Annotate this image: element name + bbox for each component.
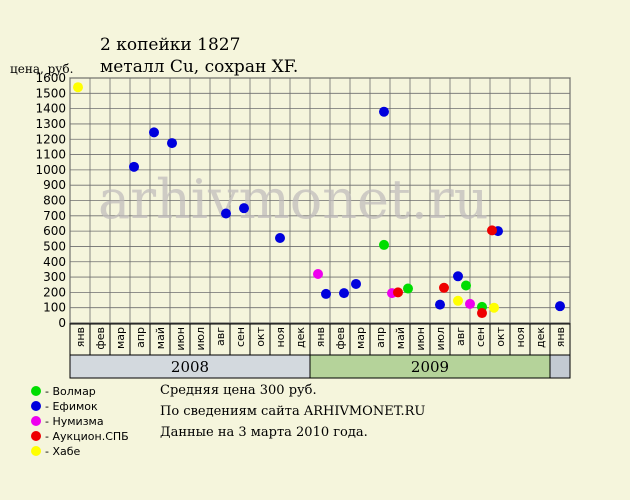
data-point bbox=[73, 82, 83, 93]
data-point bbox=[477, 308, 487, 319]
grid-lines bbox=[69, 77, 571, 324]
data-point bbox=[221, 208, 231, 219]
month-label: апр bbox=[134, 327, 147, 348]
y-tick-label: 800 bbox=[43, 194, 66, 208]
data-point bbox=[275, 233, 285, 244]
y-tick-label: 1200 bbox=[35, 132, 66, 146]
data-point bbox=[453, 295, 463, 306]
month-label: апр bbox=[374, 327, 387, 348]
data-point bbox=[379, 106, 389, 117]
month-label: янв bbox=[554, 327, 567, 347]
month-label: окт bbox=[494, 326, 507, 346]
month-label: дек bbox=[534, 327, 547, 348]
data-point bbox=[461, 280, 471, 291]
y-tick-label: 1600 bbox=[35, 71, 66, 85]
data-point bbox=[351, 278, 361, 289]
chart-subtitle: металл Cu, сохран XF. bbox=[100, 57, 298, 77]
month-label: ноя bbox=[274, 327, 287, 348]
data-point bbox=[129, 161, 139, 172]
y-tick-label: 1100 bbox=[35, 148, 66, 162]
month-label: май bbox=[394, 327, 407, 349]
month-label: мар bbox=[354, 327, 367, 349]
month-band bbox=[69, 323, 571, 356]
legend-marker bbox=[31, 446, 41, 456]
y-tick-label: 700 bbox=[43, 209, 66, 223]
legend-marker bbox=[31, 401, 41, 411]
y-tick-label: 900 bbox=[43, 178, 66, 192]
month-label: ноя bbox=[514, 327, 527, 348]
data-date-text: Данные на 3 марта 2010 года. bbox=[160, 425, 368, 440]
legend-label: - Хабе bbox=[45, 445, 81, 458]
chart-title: 2 копейки 1827 bbox=[100, 35, 240, 55]
data-point bbox=[435, 299, 445, 310]
data-point bbox=[313, 269, 323, 279]
y-tick-label: 1000 bbox=[35, 163, 66, 177]
data-point bbox=[439, 282, 449, 293]
month-label: сен bbox=[474, 327, 487, 347]
month-label: дек bbox=[294, 327, 307, 348]
average-price-text: Средняя цена 300 руб. bbox=[160, 383, 317, 398]
month-label: июн bbox=[174, 327, 187, 351]
y-tick-label: 1500 bbox=[35, 86, 66, 100]
data-point bbox=[393, 287, 403, 298]
data-point bbox=[555, 301, 565, 312]
month-label: янв bbox=[74, 327, 87, 347]
month-label: авг bbox=[214, 327, 227, 346]
data-point bbox=[239, 203, 249, 214]
legend-marker bbox=[31, 416, 41, 426]
month-label: сен bbox=[234, 327, 247, 347]
legend: - Волмар - Ефимок - Нумизма - Аукцион.СПБ - … bbox=[31, 385, 129, 458]
month-label: июл bbox=[434, 327, 447, 350]
legend-marker bbox=[31, 386, 41, 396]
legend-label: - Волмар bbox=[45, 385, 96, 398]
y-axis-label: цена, руб. bbox=[10, 62, 73, 76]
y-tick-label: 600 bbox=[43, 224, 66, 238]
month-label: янв bbox=[314, 327, 327, 347]
month-label: мар bbox=[114, 327, 127, 349]
data-point bbox=[379, 239, 389, 250]
month-label: май bbox=[154, 327, 167, 349]
y-tick-label: 200 bbox=[43, 285, 66, 299]
month-label: фев bbox=[94, 327, 107, 350]
data-points bbox=[73, 82, 565, 319]
month-label: фев bbox=[334, 327, 347, 350]
watermark: arhivmonet.ru bbox=[98, 168, 488, 231]
year-band bbox=[549, 354, 571, 379]
legend-label: - Нумизма bbox=[45, 415, 104, 428]
y-tick-label: 100 bbox=[43, 301, 66, 315]
legend-label: - Аукцион.СПБ bbox=[45, 430, 129, 443]
source-text: По сведениям сайта ARHIVMONET.RU bbox=[160, 404, 425, 419]
year-label: 2009 bbox=[411, 358, 449, 376]
data-point bbox=[167, 138, 177, 149]
y-tick-label: 300 bbox=[43, 270, 66, 284]
y-tick-label: 400 bbox=[43, 255, 66, 269]
month-label: авг bbox=[454, 327, 467, 346]
month-label: июл bbox=[194, 327, 207, 350]
y-tick-label: 500 bbox=[43, 239, 66, 253]
legend-label: - Ефимок bbox=[45, 400, 98, 413]
month-label: июн bbox=[414, 327, 427, 351]
y-tick-label: 1400 bbox=[35, 102, 66, 116]
data-point bbox=[339, 288, 349, 299]
y-tick-label: 0 bbox=[58, 316, 66, 330]
data-point bbox=[487, 225, 497, 236]
year-axis: 2008 2009 bbox=[69, 354, 571, 379]
data-point bbox=[403, 283, 413, 294]
year-label: 2008 bbox=[171, 358, 209, 376]
data-point bbox=[465, 298, 475, 309]
month-axis: янв фев мар апр май июн июл авг сен окт ноя дек янв ф… bbox=[69, 323, 571, 356]
month-label: окт bbox=[254, 326, 267, 346]
data-point bbox=[149, 127, 159, 138]
data-point bbox=[321, 288, 331, 299]
data-point bbox=[489, 302, 499, 313]
legend-marker bbox=[31, 431, 41, 441]
y-tick-label: 1300 bbox=[35, 117, 66, 131]
data-point bbox=[453, 271, 463, 282]
